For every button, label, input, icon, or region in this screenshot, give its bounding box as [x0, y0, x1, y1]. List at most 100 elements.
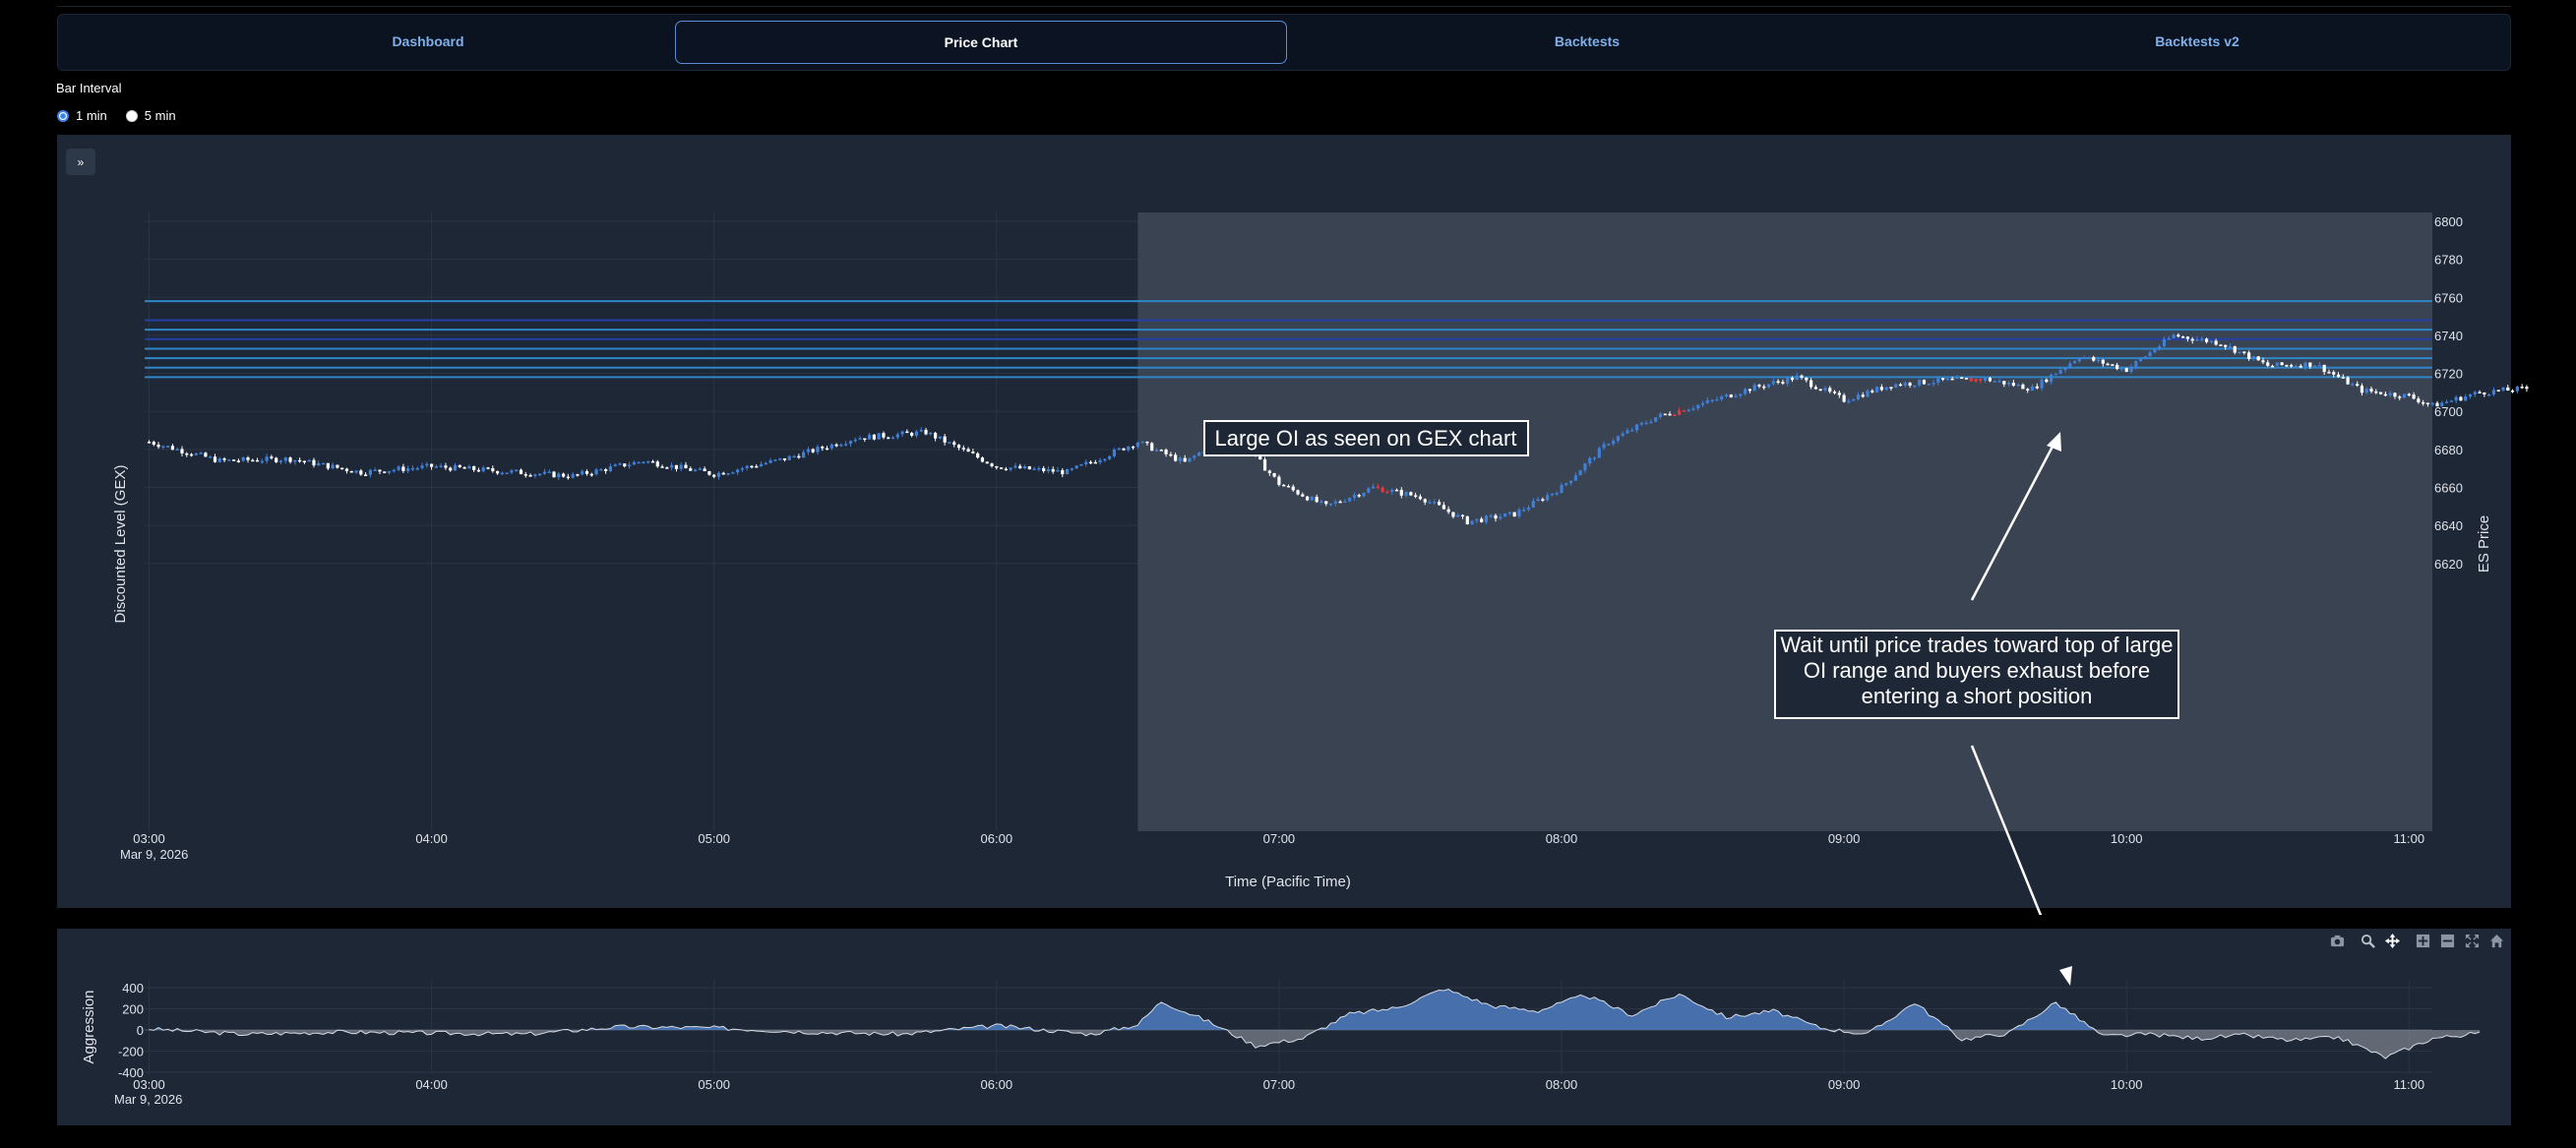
candle-body	[2224, 344, 2228, 347]
candle-body	[1630, 430, 1634, 432]
candle-body	[185, 453, 189, 455]
candle-body	[359, 470, 363, 475]
expand-sidebar-button[interactable]: »	[66, 149, 95, 175]
candle-body	[684, 464, 688, 469]
candle-body	[1852, 398, 1856, 401]
candle-body	[1950, 378, 1954, 381]
candle-body	[2181, 336, 2185, 338]
candle-body	[505, 472, 509, 474]
zoom-icon[interactable]	[2359, 932, 2377, 950]
candle-body	[999, 467, 1004, 469]
candle-body	[1602, 444, 1606, 449]
candle-body	[336, 464, 339, 468]
tab-dashboard[interactable]: Dashboard	[392, 33, 464, 49]
zoom-in-icon[interactable]	[2414, 932, 2432, 950]
price-y-ticks: 6620 6640 6660 6680 6700 6720 6740 6760 6780 6800	[2434, 214, 2463, 572]
candle-body	[1188, 457, 1192, 462]
candle-body	[2106, 363, 2110, 366]
price-chart[interactable]: 6620 6640 6660 6680 6700 6720 6740 6760 6780 6800…	[0, 0, 2576, 915]
candle-body	[500, 472, 504, 475]
pan-icon[interactable]	[2383, 932, 2402, 950]
candle-body	[278, 460, 283, 463]
candle-body	[929, 432, 933, 435]
candle-body	[1394, 489, 1399, 492]
tab-price-chart[interactable]: Price Chart	[675, 21, 1287, 64]
candle-body	[2092, 356, 2096, 361]
candle-body	[1823, 388, 1827, 391]
candle-body	[2299, 365, 2302, 368]
candle-body	[486, 467, 490, 469]
candle-body	[608, 466, 613, 471]
candle-body	[1940, 378, 1945, 380]
candle-body	[476, 469, 481, 472]
candle-body	[265, 456, 269, 461]
candle-body	[2261, 360, 2265, 363]
candle-body	[778, 457, 782, 460]
candle-body	[1414, 495, 1418, 497]
candle-body	[2228, 345, 2233, 348]
agg-x-tick: 08:00	[1546, 1077, 1578, 1092]
candle-body	[768, 459, 772, 463]
annotation-arrow-head	[2059, 966, 2072, 986]
candle-body	[627, 464, 632, 467]
candle-body	[331, 464, 335, 469]
candle-body	[1744, 389, 1748, 394]
agg-x-tick: 06:00	[981, 1077, 1013, 1092]
candle-body	[1065, 469, 1070, 475]
candle-body	[2374, 391, 2378, 393]
candle-body	[1489, 514, 1493, 517]
reset-axes-icon[interactable]	[2487, 932, 2506, 950]
candle-body	[1465, 515, 1469, 524]
candle-body	[1470, 520, 1474, 524]
radio-1-min[interactable]: 1 min	[57, 108, 107, 123]
autoscale-icon[interactable]	[2463, 932, 2482, 950]
radio-1-min-indicator[interactable]	[57, 109, 69, 122]
price-y-tick: 6780	[2434, 253, 2463, 268]
candle-body	[1781, 382, 1785, 384]
candle-body	[1328, 503, 1333, 506]
candle-body	[1178, 457, 1183, 461]
candle-body	[1828, 388, 1832, 393]
candle-body	[1531, 501, 1535, 508]
candle-body	[1592, 457, 1597, 459]
radio-5-min-indicator[interactable]	[125, 109, 138, 122]
candle-body	[1343, 501, 1347, 504]
zoom-out-icon[interactable]	[2438, 932, 2457, 950]
radio-5-min[interactable]: 5 min	[125, 108, 176, 123]
agg-x-tick: 04:00	[415, 1077, 448, 1092]
candle-body	[2242, 351, 2246, 353]
candle-body	[1526, 507, 1531, 511]
candle-body	[260, 460, 264, 463]
candle-body	[1555, 493, 1559, 495]
candle-body	[1560, 484, 1564, 494]
agg-y-tick: 400	[122, 981, 144, 996]
candle-body	[2280, 362, 2284, 366]
candle-body	[2256, 356, 2260, 361]
candle-body	[2290, 365, 2294, 367]
candle-body	[2468, 394, 2473, 397]
candle-body	[387, 470, 392, 473]
candle-body	[2435, 402, 2439, 407]
tab-backtests-v2[interactable]: Backtests v2	[2155, 33, 2239, 49]
candle-body	[1771, 381, 1775, 385]
radio-1-min-label: 1 min	[76, 108, 107, 123]
candle-body	[1776, 381, 1780, 384]
candle-body	[863, 438, 867, 441]
candle-body	[646, 460, 650, 463]
candle-body	[1296, 490, 1300, 495]
candle-body	[1446, 509, 1450, 513]
candle-body	[1357, 495, 1361, 497]
candle-body	[1786, 377, 1790, 384]
tab-backtests[interactable]: Backtests	[1554, 33, 1621, 49]
candle-body	[241, 456, 245, 461]
candle-body	[1122, 448, 1126, 451]
price-y-tick: 6800	[2434, 214, 2463, 229]
candle-body	[2464, 396, 2468, 401]
candle-body	[1390, 489, 1394, 492]
candle-body	[712, 474, 716, 477]
candle-body	[2473, 392, 2477, 395]
camera-icon[interactable]	[2328, 932, 2347, 950]
candle-body	[599, 469, 603, 471]
candle-body	[1074, 465, 1078, 469]
